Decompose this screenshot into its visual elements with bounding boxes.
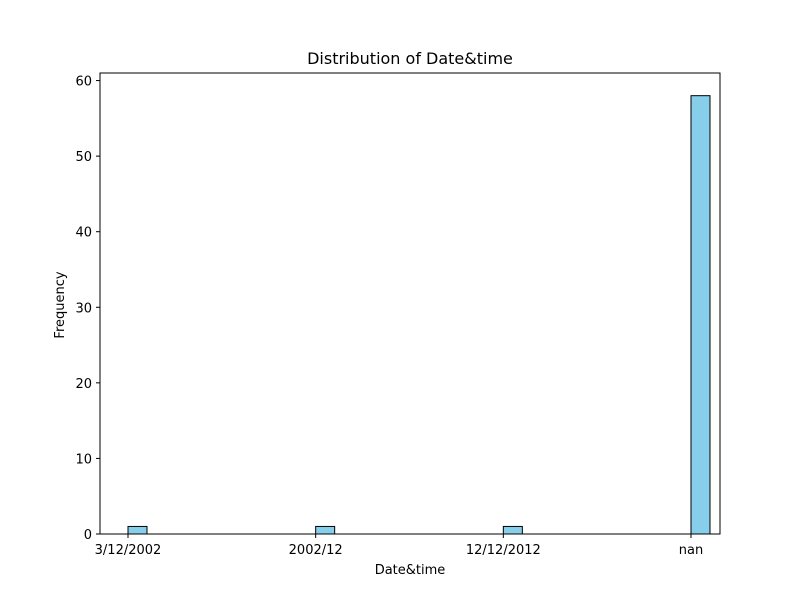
y-ticks-group: 0 10 20 30 40 50 60 — [75, 75, 100, 543]
bar — [127, 525, 148, 535]
bar — [315, 525, 336, 535]
x-tick-label: 3/12/2002 — [95, 543, 162, 558]
y-tick-label: 50 — [75, 150, 92, 165]
y-tick-label: 40 — [75, 226, 92, 241]
y-tick-label: 60 — [75, 75, 92, 90]
y-tick-label: 0 — [84, 528, 92, 543]
x-axis-label: Date&time — [375, 563, 446, 578]
x-tick-label: 2002/12 — [289, 543, 343, 558]
y-tick-label: 20 — [75, 377, 92, 392]
bar — [690, 95, 711, 535]
y-tick-label: 30 — [75, 301, 92, 316]
x-tick-label: nan — [679, 543, 703, 558]
x-ticks-group: 3/12/2002 2002/12 12/12/2012 nan — [95, 534, 703, 558]
y-axis-label: Frequency — [53, 271, 68, 338]
plot-frame — [99, 72, 721, 535]
y-tick-label: 10 — [75, 452, 92, 467]
x-tick-label: 12/12/2012 — [466, 543, 541, 558]
chart-title: Distribution of Date&time — [307, 49, 513, 68]
bar — [502, 525, 523, 535]
